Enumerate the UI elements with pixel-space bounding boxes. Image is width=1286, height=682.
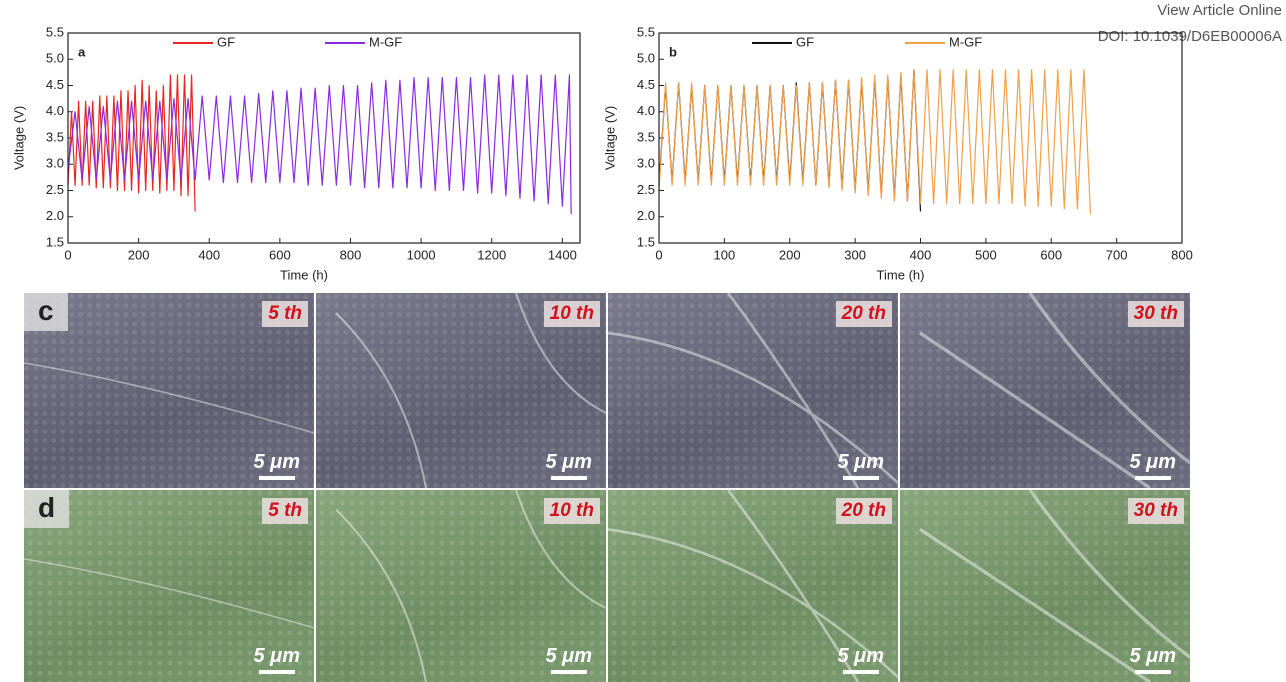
figure: View Article Online DOI: 10.1039/D6EB000…: [0, 0, 1286, 682]
scale-line: [259, 670, 295, 674]
sem-image: d 5 th 5 μm: [24, 490, 314, 682]
y-tick-label: 3.0: [637, 156, 655, 171]
y-tick-label: 4.5: [46, 77, 64, 92]
legend-label: GF: [217, 34, 235, 49]
y-tick-label: 1.5: [46, 234, 64, 249]
cycle-label: 20 th: [836, 301, 892, 327]
x-tick-label: 200: [779, 247, 801, 262]
x-tick-label: 1400: [548, 247, 577, 262]
x-tick-label: 100: [714, 247, 736, 262]
crack: [24, 559, 314, 628]
sem-image: 20 th 5 μm: [608, 293, 898, 488]
x-axis-title: Time (h): [280, 267, 328, 282]
scale-bar: 5 μm: [545, 645, 592, 674]
scale-label: 5 μm: [837, 645, 884, 668]
y-tick-label: 2.0: [46, 208, 64, 223]
y-axis-title: Voltage (V): [11, 106, 26, 170]
y-tick-label: 4.0: [637, 103, 655, 118]
y-tick-label: 2.5: [637, 182, 655, 197]
legend-label: M-GF: [369, 34, 402, 49]
crack: [24, 363, 314, 433]
y-tick-label: 3.5: [46, 129, 64, 144]
x-tick-label: 400: [910, 247, 932, 262]
x-tick-label: 800: [1171, 247, 1193, 262]
scale-line: [259, 476, 295, 480]
scale-label: 5 μm: [545, 451, 592, 474]
x-tick-label: 600: [269, 247, 291, 262]
x-tick-label: 0: [64, 247, 71, 262]
cycle-label: 10 th: [544, 301, 600, 327]
legend-label: GF: [796, 34, 814, 49]
series-line: [659, 70, 1090, 214]
scale-label: 5 μm: [545, 645, 592, 668]
scale-line: [551, 670, 587, 674]
sem-image: 30 th 5 μm: [900, 293, 1190, 488]
scale-line: [1135, 670, 1171, 674]
x-tick-label: 500: [975, 247, 997, 262]
scale-line: [843, 476, 879, 480]
sem-image: 10 th 5 μm: [316, 293, 606, 488]
cycle-label: 5 th: [262, 498, 308, 524]
panel-label: a: [78, 44, 86, 59]
scale-label: 5 μm: [1129, 451, 1176, 474]
y-tick-label: 5.5: [46, 24, 64, 39]
x-tick-label: 300: [844, 247, 866, 262]
sem-image: c 5 th 5 μm: [24, 293, 314, 488]
y-axis-title: Voltage (V): [602, 106, 617, 170]
row-label: d: [24, 490, 69, 528]
y-tick-label: 2.5: [46, 182, 64, 197]
cycle-label: 20 th: [836, 498, 892, 524]
series-line: [68, 75, 571, 214]
y-tick-label: 4.0: [46, 103, 64, 118]
x-tick-label: 1000: [407, 247, 436, 262]
x-tick-label: 0: [655, 247, 662, 262]
panel-label: b: [669, 44, 677, 59]
x-tick-label: 1200: [477, 247, 506, 262]
y-tick-label: 2.0: [637, 208, 655, 223]
y-tick-label: 4.5: [637, 77, 655, 92]
legend-label: M-GF: [949, 34, 982, 49]
y-tick-label: 5.0: [46, 51, 64, 66]
x-tick-label: 600: [1040, 247, 1062, 262]
cycle-label: 5 th: [262, 301, 308, 327]
scale-label: 5 μm: [1129, 645, 1176, 668]
scale-label: 5 μm: [253, 645, 300, 668]
cycle-label: 30 th: [1128, 301, 1184, 327]
scale-line: [551, 476, 587, 480]
y-tick-label: 1.5: [637, 234, 655, 249]
scale-line: [843, 670, 879, 674]
x-tick-label: 700: [1106, 247, 1128, 262]
y-tick-label: 5.0: [637, 51, 655, 66]
scale-label: 5 μm: [253, 451, 300, 474]
charts: 1.5 2.0 2.5 3.0 3.5 4.0 4.5 5.0 5.5 0 200 400 600 800…: [0, 0, 1286, 292]
scale-bar: 5 μm: [1129, 451, 1176, 480]
x-tick-label: 200: [128, 247, 150, 262]
scale-label: 5 μm: [837, 451, 884, 474]
scale-line: [1135, 476, 1171, 480]
x-tick-label: 800: [340, 247, 362, 262]
y-tick-label: 3.0: [46, 156, 64, 171]
scale-bar: 5 μm: [837, 645, 884, 674]
x-tick-label: 400: [198, 247, 220, 262]
series-line: [68, 75, 195, 212]
scale-bar: 5 μm: [837, 451, 884, 480]
sem-image: 10 th 5 μm: [316, 490, 606, 682]
row-label: c: [24, 293, 68, 331]
scale-bar: 5 μm: [545, 451, 592, 480]
plot-frame: [68, 33, 580, 243]
x-axis-title: Time (h): [877, 267, 925, 282]
scale-bar: 5 μm: [253, 451, 300, 480]
sem-images: c 5 th 5 μm 10 th 5 μm 20 th 5 μm 30 th 5 μm d 5 t…: [24, 293, 1190, 682]
scale-bar: 5 μm: [1129, 645, 1176, 674]
cycle-label: 30 th: [1128, 498, 1184, 524]
cycle-label: 10 th: [544, 498, 600, 524]
y-tick-label: 3.5: [637, 129, 655, 144]
sem-image: 30 th 5 μm: [900, 490, 1190, 682]
scale-bar: 5 μm: [253, 645, 300, 674]
sem-image: 20 th 5 μm: [608, 490, 898, 682]
y-tick-label: 5.5: [637, 24, 655, 39]
